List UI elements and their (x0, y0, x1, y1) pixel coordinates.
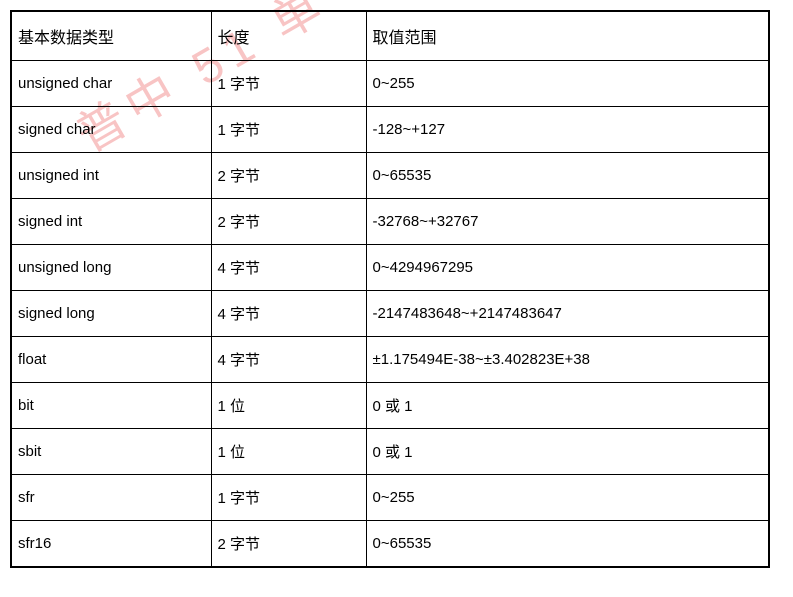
cell-type: signed char (11, 107, 211, 153)
cell-range: 0~65535 (366, 521, 769, 568)
cell-type: signed int (11, 199, 211, 245)
cell-range: 0~255 (366, 475, 769, 521)
cell-range: ±1.175494E-38~±3.402823E+38 (366, 337, 769, 383)
cell-type: sbit (11, 429, 211, 475)
cell-length: 4 字节 (211, 291, 366, 337)
cell-type: signed long (11, 291, 211, 337)
cell-type: float (11, 337, 211, 383)
cell-range: -128~+127 (366, 107, 769, 153)
cell-length: 1 字节 (211, 107, 366, 153)
header-length: 长度 (211, 11, 366, 61)
cell-type: sfr16 (11, 521, 211, 568)
cell-type: sfr (11, 475, 211, 521)
cell-type: unsigned char (11, 61, 211, 107)
cell-range: 0 或 1 (366, 429, 769, 475)
table-row: sbit 1 位 0 或 1 (11, 429, 769, 475)
cell-type: unsigned int (11, 153, 211, 199)
table-row: sfr 1 字节 0~255 (11, 475, 769, 521)
cell-range: 0~4294967295 (366, 245, 769, 291)
cell-length: 1 字节 (211, 475, 366, 521)
table-row: signed long 4 字节 -2147483648~+2147483647 (11, 291, 769, 337)
cell-length: 4 字节 (211, 337, 366, 383)
cell-type: bit (11, 383, 211, 429)
cell-length: 1 字节 (211, 61, 366, 107)
table-row: signed char 1 字节 -128~+127 (11, 107, 769, 153)
header-range: 取值范围 (366, 11, 769, 61)
cell-range: 0~255 (366, 61, 769, 107)
table-row: bit 1 位 0 或 1 (11, 383, 769, 429)
cell-range: 0~65535 (366, 153, 769, 199)
table-row: unsigned long 4 字节 0~4294967295 (11, 245, 769, 291)
cell-range: 0 或 1 (366, 383, 769, 429)
cell-length: 2 字节 (211, 199, 366, 245)
header-type: 基本数据类型 (11, 11, 211, 61)
cell-range: -32768~+32767 (366, 199, 769, 245)
data-types-table: 基本数据类型 长度 取值范围 unsigned char 1 字节 0~255 … (10, 10, 770, 568)
table-row: signed int 2 字节 -32768~+32767 (11, 199, 769, 245)
table-row: float 4 字节 ±1.175494E-38~±3.402823E+38 (11, 337, 769, 383)
table-header-row: 基本数据类型 长度 取值范围 (11, 11, 769, 61)
cell-type: unsigned long (11, 245, 211, 291)
cell-length: 2 字节 (211, 521, 366, 568)
cell-length: 2 字节 (211, 153, 366, 199)
table-row: sfr16 2 字节 0~65535 (11, 521, 769, 568)
cell-length: 1 位 (211, 429, 366, 475)
cell-length: 1 位 (211, 383, 366, 429)
table-row: unsigned char 1 字节 0~255 (11, 61, 769, 107)
table-row: unsigned int 2 字节 0~65535 (11, 153, 769, 199)
cell-length: 4 字节 (211, 245, 366, 291)
cell-range: -2147483648~+2147483647 (366, 291, 769, 337)
